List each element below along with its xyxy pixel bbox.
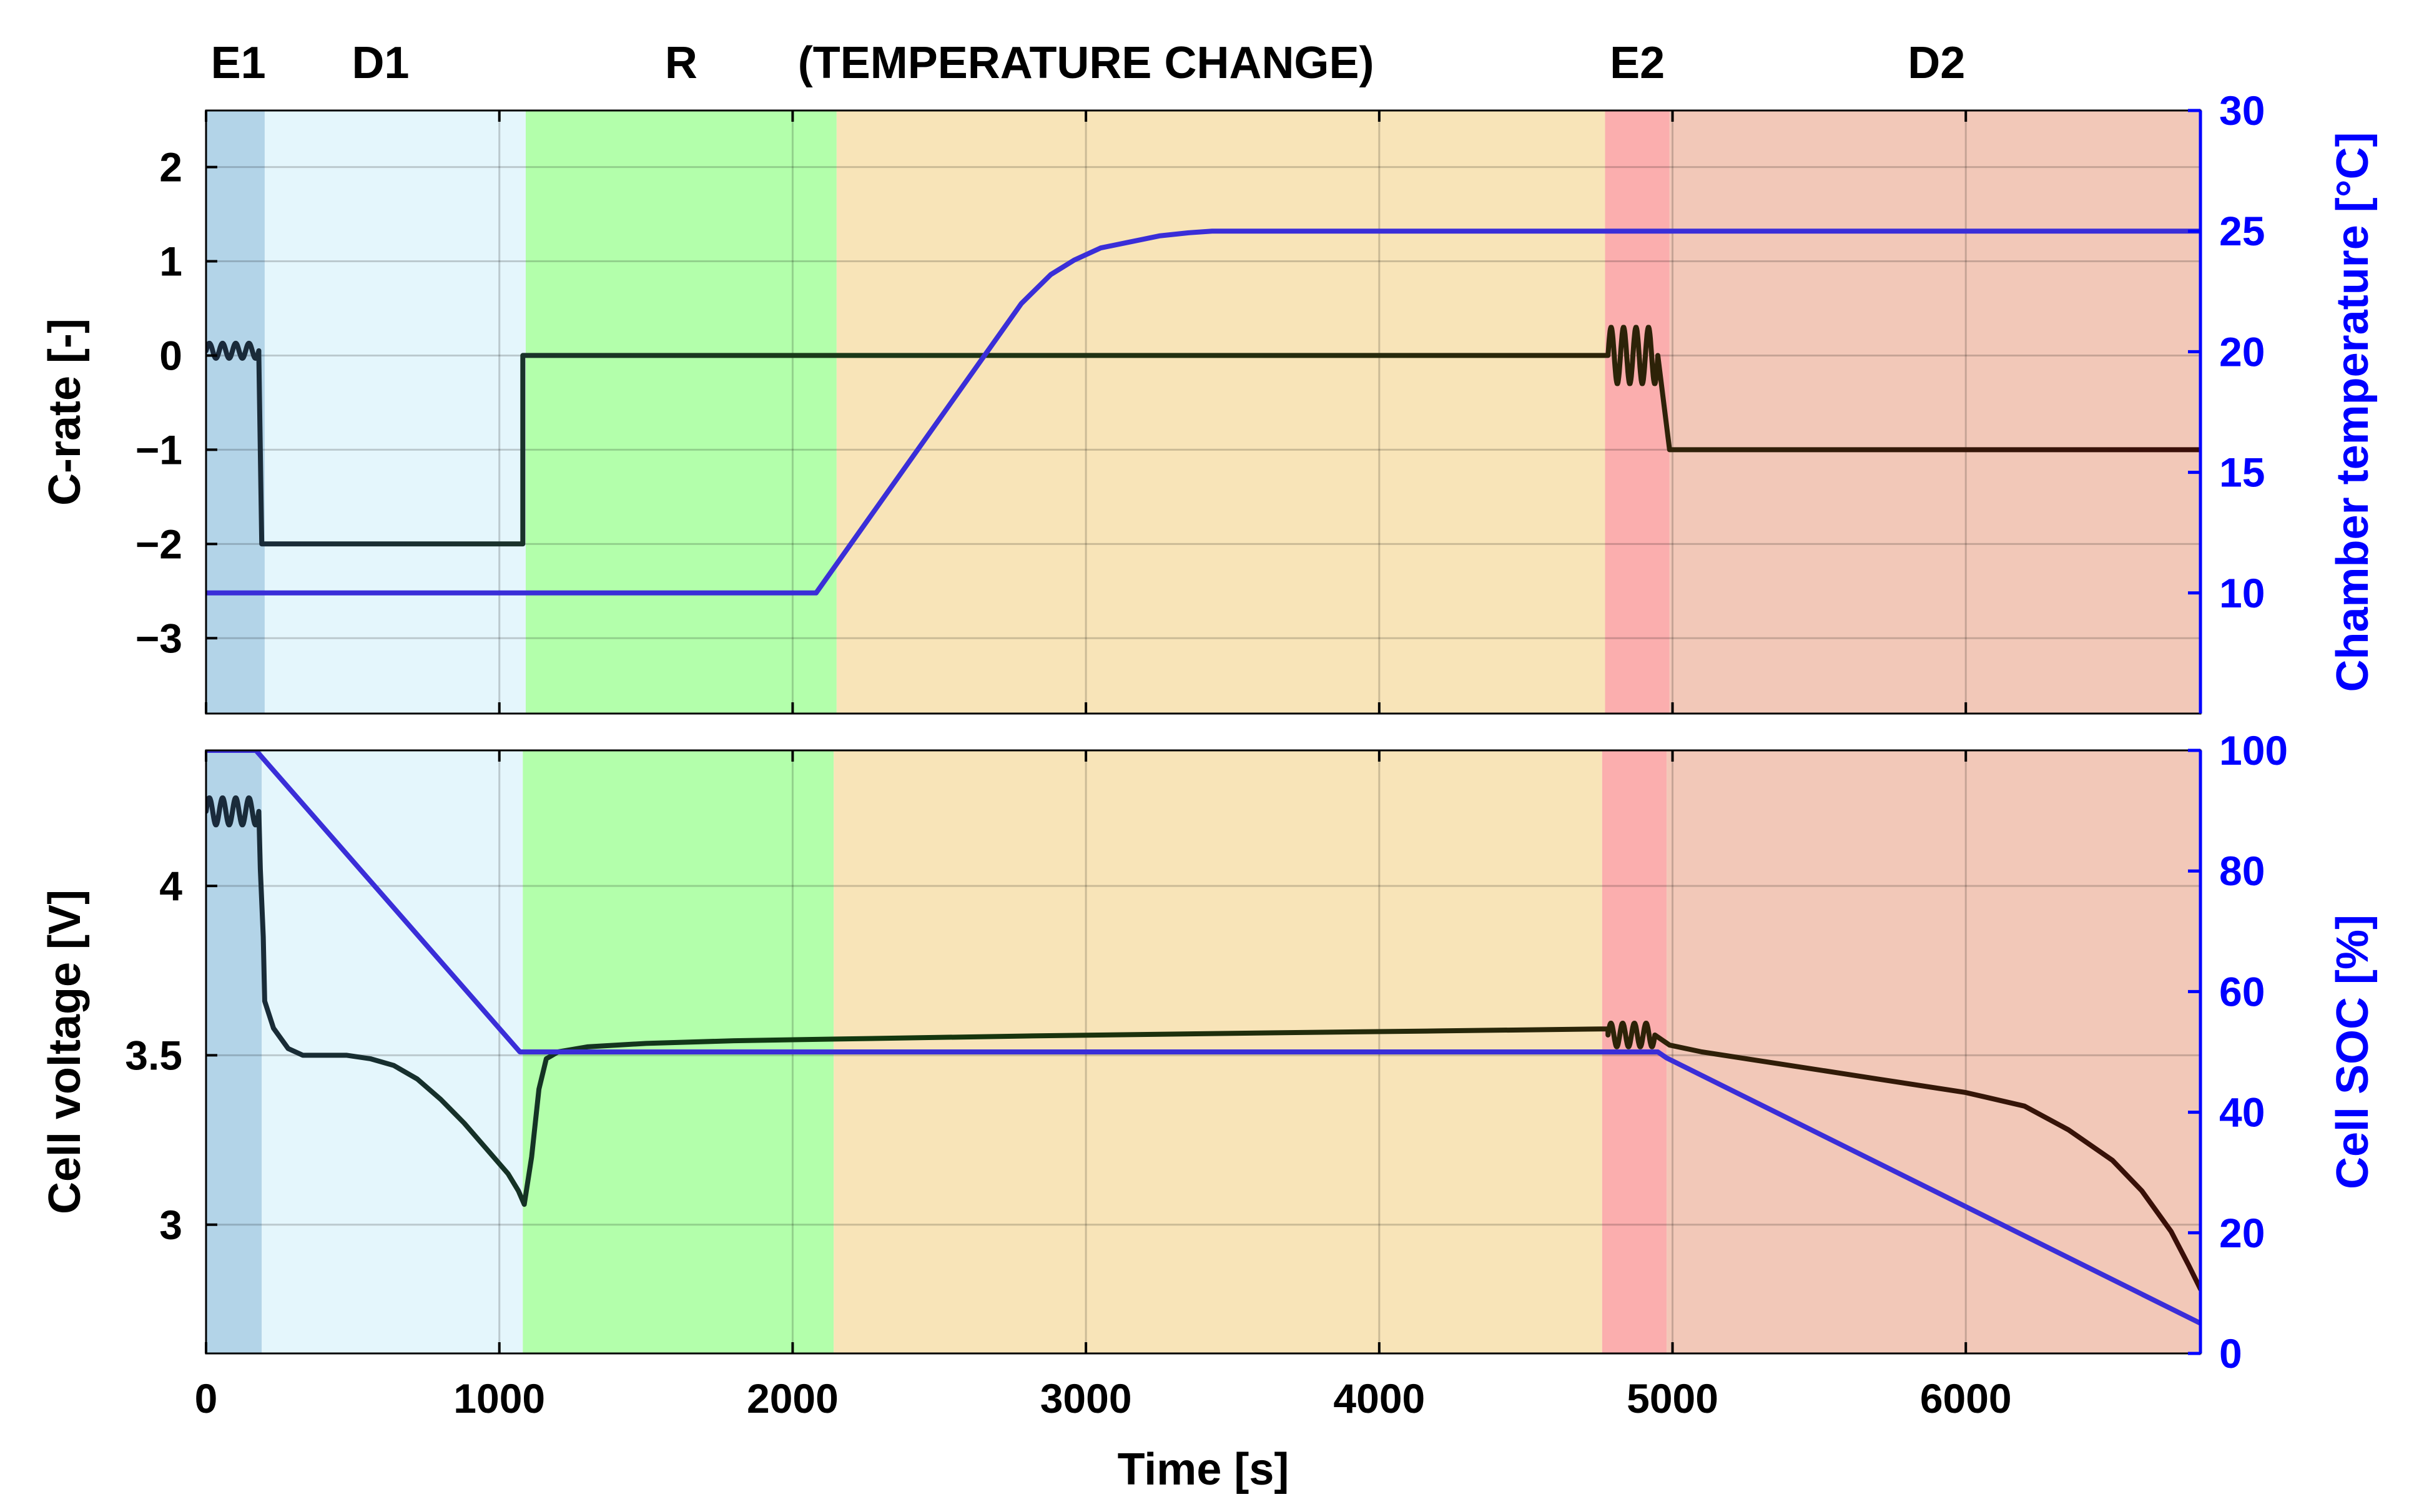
phase-band-d2 — [1669, 110, 2200, 714]
right-tick-label: 0 — [2219, 1330, 2242, 1377]
x-tick-label: 1000 — [453, 1375, 545, 1421]
series-line-cell-soc — [206, 750, 2200, 1326]
top-right-axis-label: Chamber temperature [°C] — [2328, 132, 2378, 692]
phase-label-e2: E2 — [1610, 38, 1665, 88]
bottom-right-axis-label: Cell SOC [%] — [2328, 915, 2378, 1189]
left-tick-label: 4 — [159, 863, 182, 909]
x-tick-label: 3000 — [1040, 1375, 1132, 1421]
phase-label-e1: E1 — [211, 38, 266, 88]
phase-labels: E1 D1 R (TEMPERATURE CHANGE) E2 D2 — [211, 38, 1966, 88]
x-tick-label: 0 — [195, 1375, 218, 1421]
phase-label-d2: D2 — [1908, 38, 1965, 88]
right-tick-label: 100 — [2219, 727, 2288, 773]
x-tick-label: 6000 — [1920, 1375, 2012, 1421]
phase-band-r — [525, 110, 837, 714]
left-tick-label: −2 — [135, 521, 182, 567]
right-tick-label: 15 — [2219, 449, 2265, 496]
x-tick-label: 2000 — [747, 1375, 839, 1421]
phase-band-e1 — [206, 750, 262, 1353]
x-tick-label: 5000 — [1627, 1375, 1718, 1421]
left-tick-label: 1 — [159, 238, 182, 285]
phase-band-d1 — [264, 110, 526, 714]
phase-band-d1 — [262, 750, 523, 1353]
bottom-series-lines — [206, 750, 2200, 1326]
x-axis-label: Time [s] — [1118, 1445, 1289, 1495]
right-tick-label: 20 — [2219, 328, 2265, 375]
left-tick-label: 2 — [159, 144, 182, 190]
left-tick-label: −1 — [135, 426, 182, 473]
right-tick-label: 25 — [2219, 208, 2265, 254]
phase-label-tc: (TEMPERATURE CHANGE) — [798, 38, 1374, 88]
top-series-lines — [206, 228, 2200, 596]
top-phase-backgrounds — [206, 110, 2200, 714]
right-tick-label: 30 — [2219, 87, 2265, 134]
bottom-left-axis-label: Cell voltage [V] — [40, 890, 90, 1214]
series-line-chamber-temperature — [206, 228, 2200, 596]
left-tick-label: 0 — [159, 332, 182, 378]
left-tick-label: −3 — [135, 615, 182, 661]
right-tick-label: 20 — [2219, 1210, 2265, 1256]
right-tick-label: 80 — [2219, 848, 2265, 894]
phase-label-r: R — [665, 38, 697, 88]
left-tick-label: 3.5 — [125, 1032, 182, 1078]
left-tick-label: 3 — [159, 1202, 182, 1248]
phase-band-d2 — [1667, 750, 2200, 1353]
phase-label-d1: D1 — [352, 38, 409, 88]
phase-band-tc — [836, 110, 1605, 714]
x-tick-label: 4000 — [1333, 1375, 1425, 1421]
phase-band-e1 — [206, 110, 265, 714]
phase-band-e2 — [1605, 110, 1670, 714]
right-tick-label: 60 — [2219, 968, 2265, 1014]
top-left-axis-label: C-rate [-] — [40, 318, 90, 506]
series-line-c-rate — [206, 325, 2200, 547]
right-tick-label: 40 — [2219, 1089, 2265, 1136]
right-tick-label: 10 — [2219, 570, 2265, 616]
